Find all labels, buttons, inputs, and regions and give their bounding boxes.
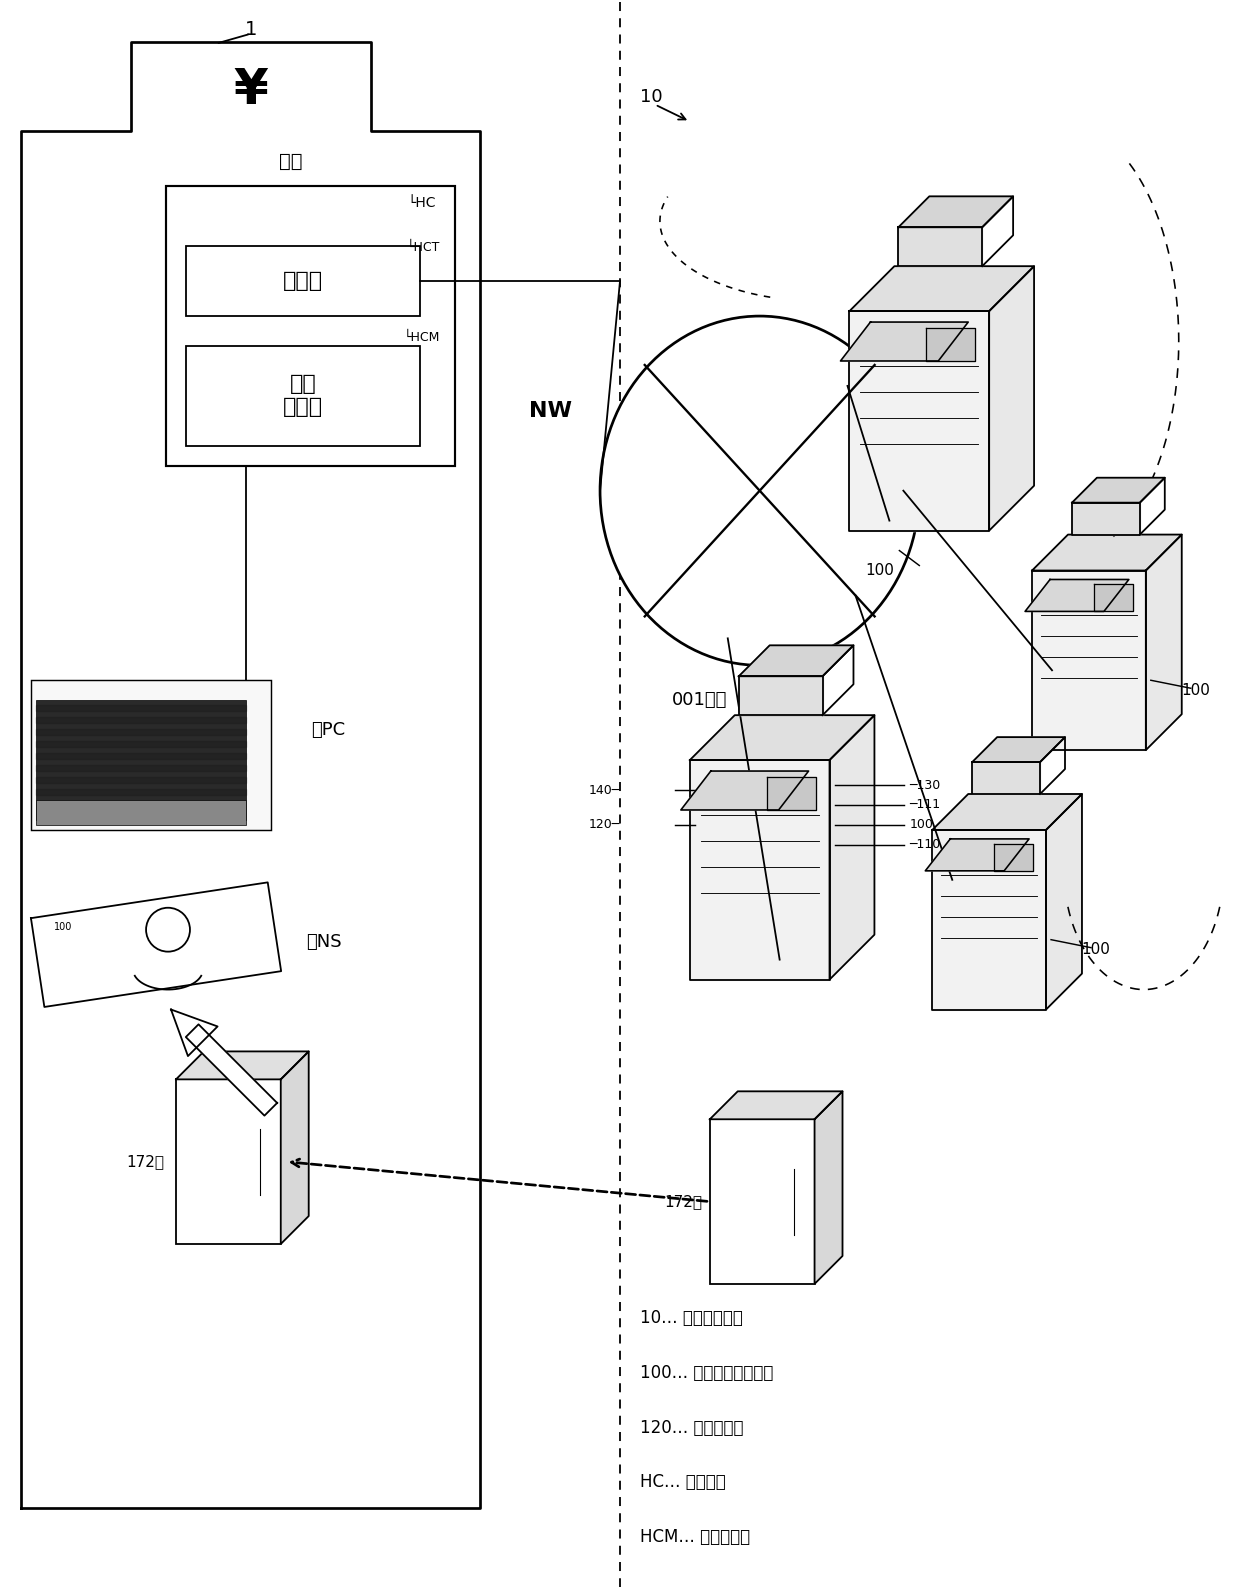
Bar <box>166 186 455 466</box>
Text: 10… 纸币交易系统: 10… 纸币交易系统 <box>640 1309 743 1327</box>
Text: ─111: ─111 <box>909 799 940 812</box>
Polygon shape <box>36 717 246 723</box>
Text: ～NS: ～NS <box>306 933 341 950</box>
Polygon shape <box>176 1052 309 1079</box>
Polygon shape <box>1094 585 1133 612</box>
Text: 1: 1 <box>244 21 257 40</box>
Polygon shape <box>990 267 1034 531</box>
Polygon shape <box>849 267 1034 311</box>
Text: 018分行: 018分行 <box>971 771 1027 790</box>
Text: 100: 100 <box>866 563 894 578</box>
Bar <box>176 1079 280 1244</box>
Polygon shape <box>926 327 975 361</box>
Polygon shape <box>36 740 246 747</box>
Polygon shape <box>681 771 808 810</box>
Text: 100: 100 <box>909 818 934 831</box>
Ellipse shape <box>600 316 919 666</box>
Polygon shape <box>689 715 874 760</box>
Text: 100… 现金自动交易装置: 100… 现金自动交易装置 <box>640 1363 774 1382</box>
Polygon shape <box>1073 478 1164 502</box>
Text: 中心: 中心 <box>279 153 303 172</box>
Polygon shape <box>830 715 874 979</box>
Text: 140─: 140─ <box>589 783 620 796</box>
Bar <box>709 1119 815 1284</box>
Text: 100: 100 <box>1081 942 1110 957</box>
Polygon shape <box>739 677 822 715</box>
Text: 通信部: 通信部 <box>283 272 324 291</box>
Text: 043分行: 043分行 <box>1081 512 1137 529</box>
Text: 001分行: 001分行 <box>672 691 728 709</box>
Text: 120… 显示操作部: 120… 显示操作部 <box>640 1419 744 1436</box>
Polygon shape <box>898 197 1013 227</box>
Polygon shape <box>815 1092 842 1284</box>
Text: ¥: ¥ <box>233 65 268 113</box>
Polygon shape <box>709 1092 842 1119</box>
Text: └HC: └HC <box>407 197 435 210</box>
Text: 100: 100 <box>55 922 73 931</box>
Polygon shape <box>1025 580 1128 612</box>
Polygon shape <box>849 311 990 531</box>
Polygon shape <box>36 764 246 771</box>
Text: HC… 主计算机: HC… 主计算机 <box>640 1473 725 1492</box>
Text: 172～: 172～ <box>663 1193 702 1209</box>
Polygon shape <box>36 753 246 760</box>
Bar <box>36 799 246 825</box>
Polygon shape <box>36 706 246 712</box>
Text: ─110: ─110 <box>909 839 941 852</box>
Polygon shape <box>36 729 246 736</box>
Text: └HCT: └HCT <box>407 242 440 254</box>
Polygon shape <box>739 645 853 677</box>
Polygon shape <box>898 227 982 267</box>
Polygon shape <box>689 760 830 979</box>
Text: 10: 10 <box>640 87 662 105</box>
Text: 100: 100 <box>1182 683 1210 698</box>
Bar <box>36 701 246 820</box>
Polygon shape <box>1073 502 1140 534</box>
Text: 123分行: 123分行 <box>901 242 957 261</box>
Text: ～PC: ～PC <box>311 721 345 739</box>
Polygon shape <box>1032 570 1146 750</box>
Polygon shape <box>766 777 816 810</box>
Bar <box>186 246 420 316</box>
Polygon shape <box>186 1025 277 1115</box>
Polygon shape <box>841 323 968 361</box>
Polygon shape <box>972 763 1040 794</box>
Polygon shape <box>36 777 246 783</box>
Polygon shape <box>1047 794 1083 1009</box>
Polygon shape <box>280 1052 309 1244</box>
Bar <box>31 680 270 829</box>
Text: └HCM: └HCM <box>404 331 440 345</box>
Polygon shape <box>932 829 1047 1009</box>
Text: 数据
存储部: 数据 存储部 <box>283 375 324 418</box>
Polygon shape <box>36 790 246 794</box>
Polygon shape <box>994 844 1033 871</box>
Polygon shape <box>1146 534 1182 750</box>
Text: 120─: 120─ <box>589 818 620 831</box>
Text: HCM… 数据存储部: HCM… 数据存储部 <box>640 1529 750 1546</box>
Polygon shape <box>932 794 1083 829</box>
Text: 172～: 172～ <box>126 1154 164 1170</box>
Polygon shape <box>925 839 1029 871</box>
Text: NW: NW <box>528 400 572 421</box>
Polygon shape <box>972 737 1065 763</box>
Polygon shape <box>171 1009 217 1057</box>
Text: ─130: ─130 <box>909 779 941 791</box>
Bar <box>186 346 420 447</box>
Polygon shape <box>1032 534 1182 570</box>
Polygon shape <box>31 882 281 1007</box>
